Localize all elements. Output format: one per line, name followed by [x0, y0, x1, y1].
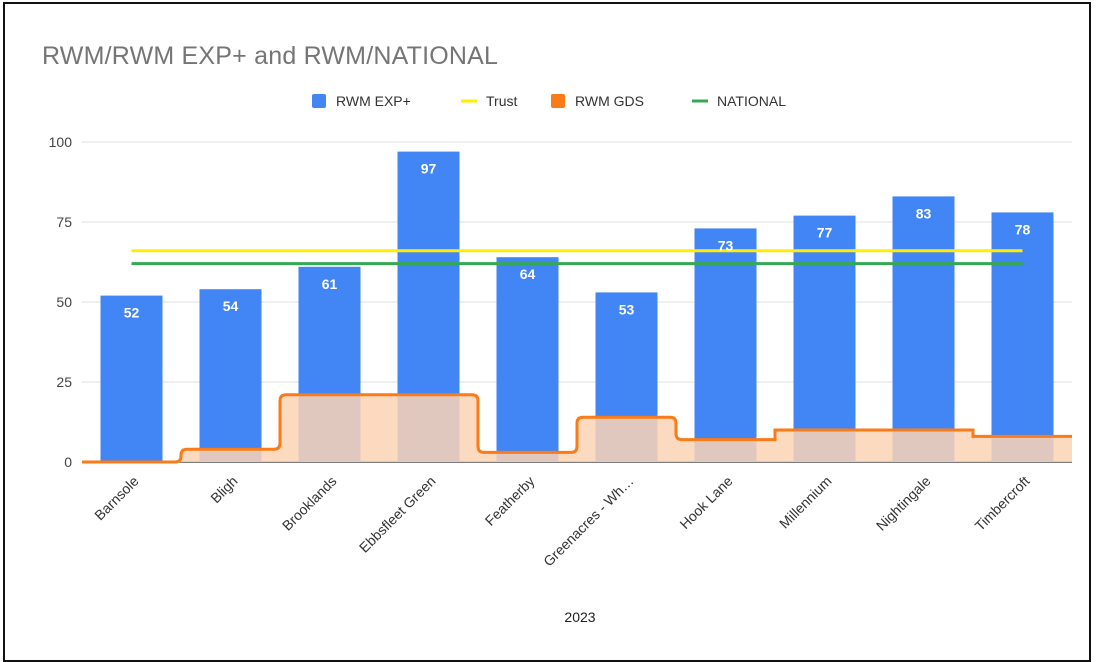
bar-data-label: 77 — [817, 225, 833, 241]
x-axis-ticks: Barnsole Bligh Brooklands Ebbsfleet Green Fe… — [91, 473, 1032, 570]
legend-label: Trust — [486, 93, 517, 109]
gds-step-line — [82, 393, 1072, 464]
bar-data-label: 64 — [520, 266, 536, 282]
legend-swatch — [551, 94, 565, 108]
y-tick-label: 50 — [56, 294, 72, 310]
bar — [199, 289, 262, 462]
bar-data-label: 61 — [322, 276, 338, 292]
gds-area — [82, 393, 1072, 464]
bar-labels: 52 54 61 97 64 53 73 77 83 78 — [124, 161, 1031, 321]
legend: RWM EXP+ Trust RWM GDS NATIONAL — [312, 93, 786, 109]
bar — [100, 295, 163, 462]
reference-lines — [131, 249, 1023, 266]
bar — [694, 228, 757, 462]
x-axis-label: 2023 — [564, 609, 595, 625]
bar-data-label: 97 — [421, 161, 437, 177]
bar-data-label: 52 — [124, 305, 140, 321]
legend-item: RWM EXP+ — [312, 93, 411, 109]
x-tick-label: Bligh — [207, 473, 240, 506]
x-tick-label: Greenacres - Wh… — [540, 473, 637, 570]
x-tick-label: Hook Lane — [676, 473, 735, 532]
legend-label: RWM EXP+ — [336, 93, 411, 109]
y-tick-label: 75 — [56, 214, 72, 230]
x-tick-label: Brooklands — [279, 473, 340, 534]
x-tick-label: Timbercroft — [972, 473, 1033, 534]
bar-data-label: 78 — [1015, 221, 1031, 237]
bar — [991, 212, 1054, 462]
legend-label: NATIONAL — [717, 93, 786, 109]
bar-data-label: 83 — [916, 205, 932, 221]
y-axis-ticks: 0 25 50 75 100 — [49, 134, 73, 470]
legend-item: NATIONAL — [692, 93, 786, 109]
x-tick-label: Barnsole — [91, 473, 142, 524]
y-tick-label: 0 — [64, 454, 72, 470]
x-tick-label: Featherby — [482, 473, 538, 529]
bar-data-label: 54 — [223, 298, 239, 314]
legend-swatch — [312, 94, 326, 108]
bar-data-label: 53 — [619, 301, 635, 317]
x-tick-label: Millennium — [776, 473, 835, 532]
bar — [892, 196, 955, 462]
y-tick-label: 25 — [56, 374, 72, 390]
bar — [496, 257, 559, 462]
x-tick-label: Ebbsfleet Green — [356, 473, 439, 556]
legend-item: RWM GDS — [551, 93, 644, 109]
bar-data-label: 73 — [718, 237, 734, 253]
y-tick-label: 100 — [49, 134, 73, 150]
chart-title: RWM/RWM EXP+ and RWM/NATIONAL — [42, 42, 499, 70]
legend-item: Trust — [461, 93, 517, 109]
x-tick-label: Nightingale — [873, 473, 934, 534]
bar — [793, 215, 856, 462]
legend-label: RWM GDS — [575, 93, 644, 109]
bars — [100, 151, 1054, 462]
